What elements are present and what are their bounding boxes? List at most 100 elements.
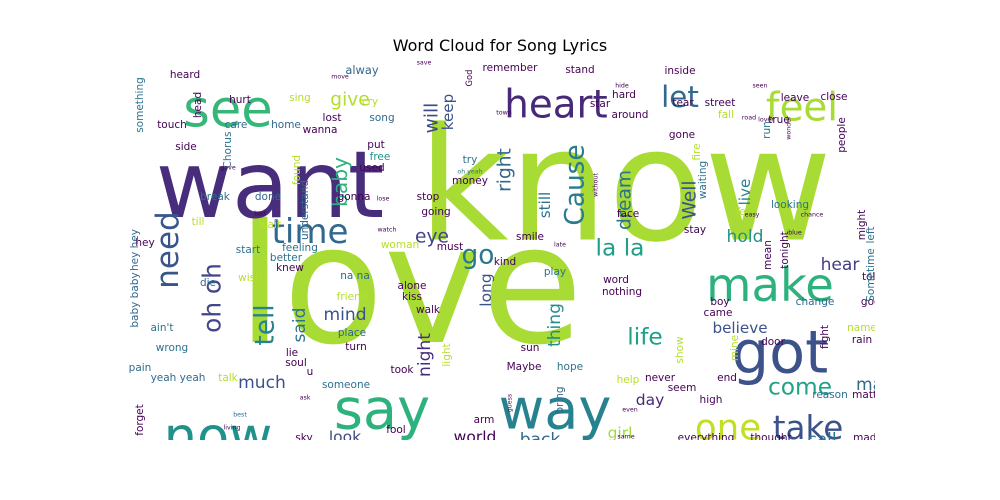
word-never: never bbox=[645, 372, 676, 384]
word-kind: kind bbox=[494, 256, 516, 268]
word-bad: bad bbox=[254, 211, 266, 218]
word-care: care bbox=[225, 119, 248, 131]
word-back: back bbox=[520, 430, 561, 440]
word-remember: remember bbox=[483, 62, 539, 74]
word-feeling: feeling bbox=[282, 242, 318, 254]
word-free: free bbox=[370, 151, 391, 163]
word-now: now bbox=[164, 407, 273, 441]
word-head: head bbox=[192, 92, 204, 118]
word-used: used bbox=[359, 162, 384, 174]
word-turn: turn bbox=[345, 341, 367, 353]
word-best: best bbox=[233, 412, 247, 419]
word-living: living bbox=[224, 425, 241, 432]
word-going: going bbox=[421, 206, 450, 218]
word-maybe: Maybe bbox=[507, 361, 542, 373]
word-pain: pain bbox=[129, 362, 152, 374]
word-ain-t: ain't bbox=[150, 322, 173, 334]
word-same: same bbox=[617, 434, 634, 441]
word-fire: fire bbox=[691, 143, 703, 160]
word-give: give bbox=[330, 90, 369, 111]
word-hard: hard bbox=[612, 89, 636, 101]
word-sing: sing bbox=[289, 92, 311, 104]
word-lose: lose bbox=[377, 196, 390, 203]
word-star: star bbox=[590, 98, 611, 110]
word-live: live bbox=[736, 179, 754, 206]
word-done: done bbox=[255, 191, 281, 203]
word-got: got bbox=[732, 318, 829, 387]
word-told: told bbox=[862, 271, 875, 283]
word-wrong: wrong bbox=[156, 342, 188, 354]
word-chance: chance bbox=[801, 212, 824, 219]
word-u: u bbox=[307, 366, 314, 378]
word-arm: arm bbox=[474, 414, 495, 426]
word-gave: gave bbox=[220, 165, 236, 172]
word-lie: lie bbox=[286, 347, 298, 359]
word-everything: everything bbox=[678, 432, 735, 440]
word-looking: looking bbox=[771, 199, 809, 211]
word-wait: wait bbox=[259, 219, 281, 231]
word-took: took bbox=[390, 364, 414, 376]
word-believe: believe bbox=[712, 319, 767, 337]
word-world: world bbox=[454, 428, 497, 440]
word-town: town bbox=[496, 110, 511, 117]
word-na-na: na na bbox=[340, 270, 370, 282]
word-run: run bbox=[761, 121, 773, 139]
word-walk: walk bbox=[416, 304, 441, 316]
word-la-la: la la bbox=[596, 235, 645, 262]
word-without: without bbox=[593, 173, 600, 197]
word-girl: girl bbox=[608, 424, 633, 440]
word-know: know bbox=[418, 94, 832, 277]
word-love: love bbox=[237, 189, 583, 381]
word-true: true bbox=[768, 114, 790, 126]
word-mean: mean bbox=[762, 240, 774, 270]
word-close: close bbox=[820, 91, 847, 103]
word-want: want bbox=[156, 131, 384, 239]
word-leave: leave bbox=[781, 92, 810, 104]
word-something: something bbox=[134, 77, 146, 133]
word-fight: fight bbox=[819, 325, 831, 349]
word-easy: easy bbox=[745, 212, 760, 219]
word-time: time bbox=[272, 212, 349, 252]
word-late: late bbox=[554, 242, 566, 249]
word-try: try bbox=[463, 154, 478, 166]
word-smile: smile bbox=[516, 231, 544, 243]
word-kiss: kiss bbox=[402, 291, 422, 303]
word-heard: heard bbox=[170, 69, 200, 81]
word-name: name bbox=[847, 322, 875, 334]
word-alway: alway bbox=[345, 63, 378, 77]
word-much: much bbox=[238, 373, 286, 393]
word-keep: keep bbox=[439, 94, 457, 131]
word-god: God bbox=[464, 70, 474, 87]
word-matter: matter bbox=[852, 389, 875, 401]
word-help: help bbox=[617, 374, 640, 386]
word-said: said bbox=[290, 308, 310, 343]
word-waiting: waiting bbox=[697, 161, 709, 199]
word-cause: Cause bbox=[560, 144, 591, 225]
word-stop: stop bbox=[417, 191, 440, 203]
word-night: night bbox=[415, 333, 435, 377]
word-wanna: wanna bbox=[303, 124, 338, 136]
word-fall: fall bbox=[718, 109, 734, 121]
word-cloud: love know want got say way now see make heart feel… bbox=[125, 60, 875, 440]
word-seen: seen bbox=[752, 83, 767, 90]
word-friend: friend bbox=[337, 291, 368, 303]
word-hope: hope bbox=[557, 361, 583, 373]
word-understand: understand bbox=[299, 180, 311, 240]
word-play: play bbox=[544, 266, 566, 278]
word-wish: wish bbox=[238, 272, 262, 284]
word-come: come bbox=[768, 374, 832, 401]
word-mind: mind bbox=[323, 305, 366, 325]
word-word: word bbox=[603, 274, 629, 286]
word-money: money bbox=[452, 175, 488, 187]
word-talk: talk bbox=[218, 372, 238, 384]
word-thought: thought bbox=[750, 432, 791, 440]
word-one: one bbox=[695, 408, 761, 441]
word-start: start bbox=[236, 244, 260, 256]
word-save: save bbox=[417, 60, 432, 67]
word-touch: touch bbox=[157, 119, 187, 131]
word-dream: dream bbox=[615, 170, 636, 230]
word-might: might bbox=[856, 210, 868, 241]
word-bring: bring bbox=[554, 386, 566, 413]
